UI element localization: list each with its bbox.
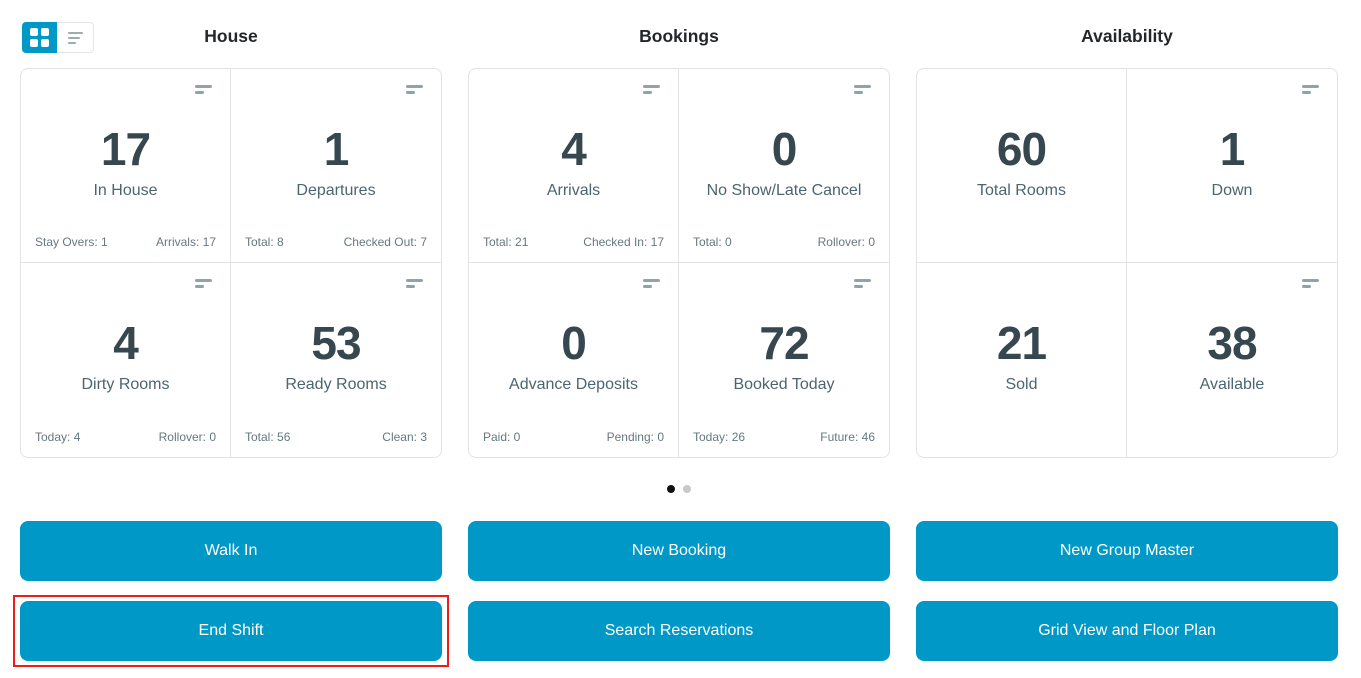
dashboard: House Bookings Availability 17 In House … <box>13 26 1338 667</box>
list-lines-icon <box>67 31 83 44</box>
bookings-cards: 4 Arrivals Total: 21 Checked In: 17 0 No… <box>468 68 890 458</box>
card-footnote-right: Rollover: 0 <box>817 235 875 249</box>
card-menu-icon[interactable] <box>641 83 662 96</box>
card-label: Advance Deposits <box>509 376 638 393</box>
card-label: Available <box>1199 376 1265 393</box>
card-label: Dirty Rooms <box>81 376 170 393</box>
card-footnote-right: Pending: 0 <box>606 430 664 444</box>
card-value: 72 <box>759 317 809 369</box>
grid-view-floor-plan-button[interactable]: Grid View and Floor Plan <box>916 601 1338 661</box>
card-menu-icon[interactable] <box>852 277 873 290</box>
card-value: 17 <box>100 123 151 175</box>
card-menu-icon[interactable] <box>852 83 873 96</box>
new-booking-button[interactable]: New Booking <box>468 521 890 581</box>
card-footnote-right: Rollover: 0 <box>158 430 216 444</box>
card-label: Sold <box>1005 376 1038 393</box>
card-footnote-left: Total: 56 <box>245 430 291 444</box>
section-title-availability: Availability <box>1081 26 1173 46</box>
card-value: 4 <box>561 123 587 175</box>
walk-in-button[interactable]: Walk In <box>20 521 442 581</box>
list-view-button[interactable] <box>57 22 94 53</box>
card-footnote-left: Paid: 0 <box>483 430 521 444</box>
card-value: 38 <box>1207 317 1257 369</box>
end-shift-button[interactable]: End Shift <box>20 601 442 661</box>
pagination-dot-1[interactable] <box>667 485 675 493</box>
card-footnote-left: Total: 21 <box>483 235 529 249</box>
card-label: No Show/Late Cancel <box>706 182 862 199</box>
search-reservations-button[interactable]: Search Reservations <box>468 601 890 661</box>
new-group-master-button[interactable]: New Group Master <box>916 521 1338 581</box>
stat-card-dirty-rooms[interactable]: 4 Dirty Rooms Today: 4 Rollover: 0 <box>21 263 231 457</box>
stat-card-no-show-late-cancel[interactable]: 0 No Show/Late Cancel Total: 0 Rollover:… <box>679 69 889 263</box>
stat-card-booked-today[interactable]: 72 Booked Today Today: 26 Future: 46 <box>679 263 889 457</box>
card-menu-icon[interactable] <box>1300 83 1321 96</box>
section-title-house: House <box>204 26 258 46</box>
card-footnote-right: Checked Out: 7 <box>343 235 427 249</box>
card-footnote-left: Total: 8 <box>245 235 284 249</box>
stat-card-total-rooms[interactable]: 60 Total Rooms <box>917 69 1127 263</box>
card-value: 1 <box>1219 123 1246 175</box>
card-value: 1 <box>323 123 350 175</box>
view-toggle <box>22 22 94 53</box>
card-label: Departures <box>296 182 376 199</box>
card-label: Total Rooms <box>977 182 1066 199</box>
card-footnote-left: Today: 26 <box>693 430 746 444</box>
stat-card-ready-rooms[interactable]: 53 Ready Rooms Total: 56 Clean: 3 <box>231 263 441 457</box>
card-footnote-right: Checked In: 17 <box>583 235 664 249</box>
card-footnote-left: Total: 0 <box>693 235 732 249</box>
stat-card-advance-deposits[interactable]: 0 Advance Deposits Paid: 0 Pending: 0 <box>469 263 679 457</box>
availability-cards: 60 Total Rooms 1 Down 21 Sold 38 Availab… <box>916 68 1338 458</box>
card-menu-icon[interactable] <box>1300 277 1321 290</box>
section-title-bookings: Bookings <box>639 26 719 46</box>
pagination-dot-2[interactable] <box>683 485 691 493</box>
house-cards: 17 In House Stay Overs: 1 Arrivals: 17 1… <box>20 68 442 458</box>
stat-card-departures[interactable]: 1 Departures Total: 8 Checked Out: 7 <box>231 69 441 263</box>
card-label: Down <box>1211 182 1253 199</box>
card-label: Arrivals <box>546 182 601 199</box>
card-menu-icon[interactable] <box>404 83 425 96</box>
card-footnote-right: Clean: 3 <box>382 430 427 444</box>
stat-card-available[interactable]: 38 Available <box>1127 263 1337 457</box>
card-label: In House <box>93 182 158 199</box>
stat-card-arrivals[interactable]: 4 Arrivals Total: 21 Checked In: 17 <box>469 69 679 263</box>
grid-view-button[interactable] <box>22 22 57 53</box>
grid-icon <box>30 28 49 47</box>
card-label: Booked Today <box>733 376 835 393</box>
card-value: 0 <box>771 123 798 175</box>
card-footnote-right: Future: 46 <box>820 430 875 444</box>
card-value: 60 <box>996 123 1047 175</box>
pagination-dots <box>20 485 1338 493</box>
card-value: 21 <box>996 317 1047 369</box>
card-footnote-left: Stay Overs: 1 <box>35 235 108 249</box>
card-menu-icon[interactable] <box>193 277 214 290</box>
card-value: 4 <box>113 317 139 369</box>
stat-card-down[interactable]: 1 Down <box>1127 69 1337 263</box>
stat-card-sold[interactable]: 21 Sold <box>917 263 1127 457</box>
card-menu-icon[interactable] <box>404 277 425 290</box>
card-menu-icon[interactable] <box>641 277 662 290</box>
card-menu-icon[interactable] <box>193 83 214 96</box>
card-value: 53 <box>311 317 361 369</box>
card-footnote-right: Arrivals: 17 <box>155 235 216 249</box>
stat-card-in-house[interactable]: 17 In House Stay Overs: 1 Arrivals: 17 <box>21 69 231 263</box>
card-label: Ready Rooms <box>285 376 387 393</box>
card-value: 0 <box>561 317 587 369</box>
card-footnote-left: Today: 4 <box>35 430 81 444</box>
